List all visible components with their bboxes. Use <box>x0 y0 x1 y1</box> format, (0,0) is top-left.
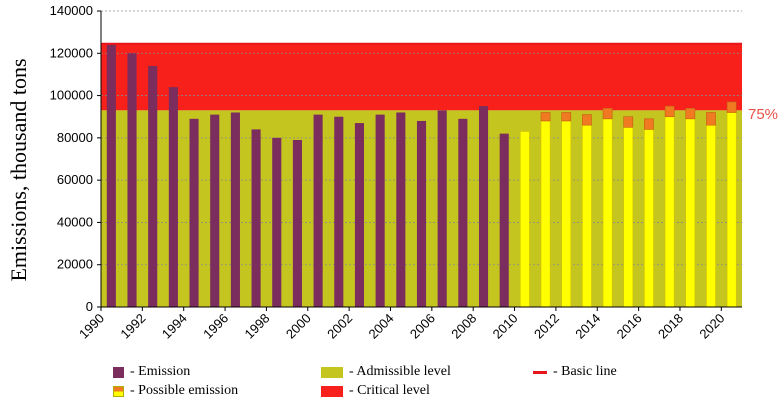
legend-emission-label: - Emission <box>130 364 191 379</box>
x-tick-label-1994: 1994 <box>159 311 190 342</box>
legend-possible-emission-label: - Possible emission <box>130 383 239 398</box>
emission-bar-1998 <box>272 137 282 307</box>
y-tick-label-140000: 140000 <box>50 3 93 18</box>
possible-emission-upper-2017 <box>664 105 675 118</box>
bars-group <box>101 42 742 308</box>
legend-emission-swatch <box>113 366 124 378</box>
x-tick-label-2018: 2018 <box>655 311 686 342</box>
emission-bar-1991 <box>127 53 137 308</box>
possible-emission-upper-2020 <box>726 101 737 113</box>
y-tick-label-100000: 100000 <box>50 88 93 103</box>
x-tick-label-2002: 2002 <box>324 311 355 342</box>
legend-emission: - Emission <box>113 364 190 380</box>
possible-emission-bar-2013 <box>582 124 592 308</box>
legend-basic-line: - Basic line <box>533 364 617 380</box>
possible-emission-bar-2016 <box>644 129 654 308</box>
emission-bar-1990 <box>106 44 116 307</box>
y-tick-label-80000: 80000 <box>57 130 93 145</box>
emission-bar-2008 <box>478 106 489 308</box>
x-tick-label-2006: 2006 <box>407 311 438 342</box>
emission-bar-1997 <box>251 129 261 307</box>
y-tick-label-0: 0 <box>86 299 93 314</box>
critical-level-band <box>101 43 742 111</box>
y-axis-label: Emissions, thousand tons <box>6 58 31 281</box>
x-tick-label-2008: 2008 <box>448 311 479 342</box>
possible-emission-bar-2011 <box>540 120 551 308</box>
possible-emission-bar-2018 <box>685 118 696 308</box>
emission-bar-1994 <box>189 118 199 307</box>
legend-admissible-level: - Admissible level <box>321 364 451 380</box>
y-tick-label-60000: 60000 <box>57 172 93 187</box>
emission-bar-2006 <box>437 110 447 307</box>
legend-admissible-label: - Admissible level <box>349 364 451 379</box>
legend-critical-swatch <box>321 385 343 397</box>
x-tick-label-2016: 2016 <box>614 311 645 342</box>
legend-basic-line-label: - Basic line <box>553 364 617 379</box>
y-tick-label-40000: 40000 <box>57 214 93 229</box>
possible-emission-bar-2020 <box>726 112 737 308</box>
possible-emission-upper-2016 <box>644 118 654 130</box>
emission-bar-1995 <box>210 114 220 307</box>
possible-emission-bar-2012 <box>561 120 572 308</box>
x-tick-label-2004: 2004 <box>366 311 397 342</box>
x-tick-label-2010: 2010 <box>490 311 521 342</box>
annotation-75-percent: 75% <box>748 106 778 123</box>
emission-bar-2005 <box>416 120 427 307</box>
axes-group <box>100 11 742 308</box>
x-tick-label-2014: 2014 <box>572 311 603 342</box>
chart-legend: - Emission - Possible emission - Admissi… <box>95 362 775 402</box>
y-tick-label-20000: 20000 <box>57 257 93 272</box>
emission-bar-2001 <box>334 116 344 307</box>
legend-critical-level: - Critical level <box>321 383 430 399</box>
emission-bar-2009 <box>499 133 509 307</box>
x-tick-label-2000: 2000 <box>283 311 314 342</box>
x-tick-label-2020: 2020 <box>696 311 727 342</box>
x-tick-label-2012: 2012 <box>531 311 562 342</box>
possible-emission-upper-2018 <box>685 107 696 120</box>
emission-bar-2000 <box>313 114 323 307</box>
x-tick-label-1992: 1992 <box>117 311 148 342</box>
emissions-chart: 0 20000 40000 60000 80000 100000 120000 140000 1… <box>6 3 778 342</box>
emission-bar-2003 <box>375 114 385 307</box>
possible-emission-bar-2010 <box>520 131 530 308</box>
x-tick-label-1998: 1998 <box>241 311 272 342</box>
legend-critical-label: - Critical level <box>349 383 430 398</box>
y-tick-label-120000: 120000 <box>50 45 93 60</box>
legend-possible-emission-swatch <box>113 385 124 397</box>
possible-emission-upper-2014 <box>602 107 613 120</box>
emission-bar-2002 <box>354 123 365 307</box>
x-tick-label-1990: 1990 <box>76 311 107 342</box>
tick-labels-group: 0 20000 40000 60000 80000 100000 120000 140000 1… <box>50 3 728 342</box>
emission-bar-1996 <box>230 112 240 307</box>
emission-bar-1999 <box>292 139 302 307</box>
legend-possible-emission: - Possible emission <box>113 383 238 399</box>
possible-emission-bar-2019 <box>706 124 716 308</box>
possible-emission-bar-2017 <box>664 116 675 308</box>
emission-bar-2004 <box>396 112 406 307</box>
legend-admissible-swatch <box>321 366 343 378</box>
possible-emission-upper-2015 <box>623 116 634 128</box>
possible-emission-bar-2014 <box>602 118 613 308</box>
possible-emission-upper-2012 <box>561 112 572 122</box>
possible-emission-upper-2011 <box>540 112 551 122</box>
possible-emission-upper-2019 <box>706 112 716 126</box>
emission-bar-1993 <box>168 87 178 307</box>
emission-bar-1992 <box>148 65 158 307</box>
emission-bar-2007 <box>458 118 468 307</box>
x-tick-label-1996: 1996 <box>200 311 231 342</box>
possible-emission-bar-2015 <box>623 126 634 308</box>
possible-emission-upper-2013 <box>582 114 592 126</box>
legend-basic-line-swatch <box>533 370 547 374</box>
